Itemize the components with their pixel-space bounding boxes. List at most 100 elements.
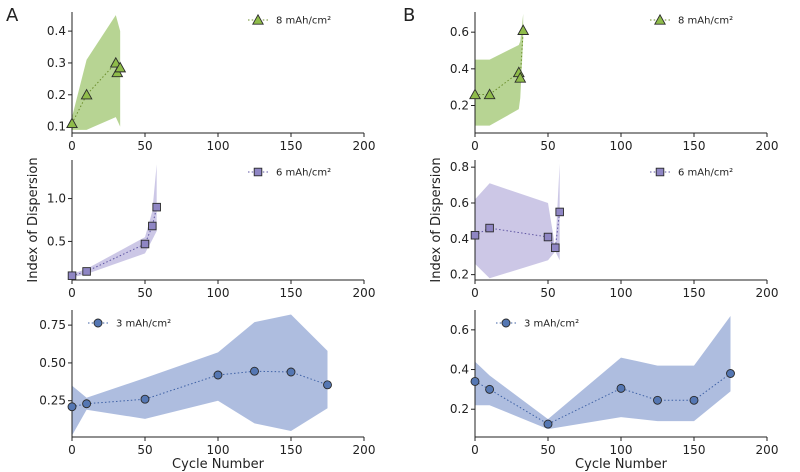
y-tick-label: 0.5	[47, 234, 66, 248]
dispersion-band	[72, 15, 121, 130]
data-point	[551, 243, 560, 253]
data-point	[140, 239, 150, 249]
x-tick-label: 100	[610, 139, 633, 153]
dispersion-band	[72, 164, 157, 278]
legend-marker	[654, 13, 666, 25]
legend: 6 mAh/cm²	[248, 168, 331, 179]
y-tick-label: 0.6	[450, 196, 469, 210]
x-axis-title: Cycle Number	[575, 457, 668, 472]
panel-b-bot: 0 50 100 150 200 0.2 0.4 0.6 3 mAh/cm² Cycle Numb…	[450, 310, 778, 472]
dispersion-band	[475, 13, 524, 126]
x-tick-label: 50	[137, 286, 152, 300]
data-point	[689, 395, 699, 405]
data-point	[82, 267, 91, 276]
data-point	[555, 207, 564, 217]
legend-label: 8 mAh/cm²	[678, 16, 733, 27]
legend-marker	[93, 318, 103, 328]
y-tick-label: 0.1	[47, 120, 66, 134]
legend-marker	[253, 167, 263, 177]
y-tick-label: 0.2	[47, 88, 66, 102]
x-tick-label: 200	[353, 286, 376, 300]
y-tick-label: 0.25	[39, 394, 66, 408]
legend-label: 3 mAh/cm²	[524, 319, 579, 330]
data-point	[82, 399, 92, 409]
x-tick-label: 150	[280, 139, 303, 153]
panel-b-mid: 0 50 100 150 200 0.2 0.4 0.6 0.8 6 mAh/cm²	[450, 160, 779, 300]
x-tick-label: 0	[471, 286, 479, 300]
data-point	[543, 232, 553, 242]
panel-b-top: 0 50 100 150 200 0.2 0.4 0.6 8 mAh/cm²	[450, 12, 779, 153]
y-tick-label: 0.2	[450, 402, 469, 416]
x-tick-label: 100	[610, 286, 633, 300]
data-point	[483, 88, 496, 100]
data-point	[213, 370, 223, 380]
data-point	[109, 56, 122, 68]
legend-label: 6 mAh/cm²	[276, 168, 331, 179]
legend: 3 mAh/cm²	[88, 319, 171, 330]
y-tick-label: 0.4	[450, 232, 469, 246]
dispersion-band	[475, 315, 731, 430]
x-tick-label: 200	[353, 139, 376, 153]
legend: 8 mAh/cm²	[650, 13, 733, 27]
data-point	[148, 221, 157, 231]
x-tick-label: 150	[683, 286, 706, 300]
x-tick-label: 0	[471, 139, 479, 153]
x-tick-label: 0	[68, 139, 76, 153]
x-tick-label: 50	[540, 286, 555, 300]
y-tick-label: 0.50	[39, 356, 66, 370]
panel-letter-a: A	[6, 5, 19, 26]
dispersion-band	[475, 163, 560, 279]
x-tick-label: 150	[683, 139, 706, 153]
y-tick-label: 0.4	[450, 62, 469, 76]
data-point	[323, 380, 332, 390]
y-tick-label: 0.8	[450, 160, 469, 174]
y-tick-label: 0.4	[47, 24, 66, 38]
legend-label: 8 mAh/cm²	[276, 16, 331, 27]
y-tick-label: 0.2	[450, 268, 469, 282]
data-point	[140, 394, 150, 404]
x-tick-label: 50	[137, 443, 152, 457]
data-point	[66, 117, 78, 129]
data-point	[726, 369, 735, 378]
data-point	[114, 61, 127, 73]
x-tick-label: 150	[280, 286, 303, 300]
y-tick-label: 1.0	[47, 192, 66, 206]
x-tick-label: 50	[540, 443, 555, 457]
x-tick-label: 100	[207, 443, 230, 457]
x-tick-label: 200	[756, 139, 779, 153]
data-point	[152, 202, 161, 212]
legend-marker	[655, 167, 665, 177]
data-point	[250, 366, 259, 376]
x-axis-title: Cycle Number	[172, 457, 265, 472]
data-point	[286, 367, 296, 377]
legend: 6 mAh/cm²	[650, 168, 733, 179]
data-point	[67, 402, 77, 412]
legend-label: 3 mAh/cm²	[116, 319, 171, 330]
x-tick-label: 100	[207, 139, 230, 153]
x-tick-label: 50	[540, 139, 555, 153]
data-point	[543, 419, 553, 429]
ylabel-right: Index of Dispersion	[429, 157, 444, 282]
legend: 3 mAh/cm²	[496, 319, 579, 330]
x-tick-label: 0	[471, 443, 479, 457]
panel-a-mid: 0 50 100 150 200 0.5 1.0 6 mAh/cm²	[47, 160, 376, 300]
x-tick-label: 0	[68, 443, 76, 457]
data-point	[470, 376, 480, 386]
data-point	[653, 395, 662, 405]
panel-letter-b: B	[403, 5, 415, 26]
x-tick-label: 100	[207, 286, 230, 300]
x-tick-label: 200	[756, 286, 779, 300]
y-tick-label: 0.6	[450, 25, 469, 39]
data-point	[470, 230, 480, 240]
panel-a-bot: 0 50 100 150 200 0.25 0.50 0.75 3 mAh/cm² Cycle N…	[39, 310, 375, 472]
data-point	[616, 383, 626, 393]
y-tick-label: 0.75	[39, 318, 66, 332]
ylabel-left: Index of Dispersion	[26, 157, 41, 282]
legend-label: 6 mAh/cm²	[678, 168, 733, 179]
x-tick-label: 150	[280, 443, 303, 457]
legend: 8 mAh/cm²	[248, 13, 331, 27]
x-tick-label: 50	[137, 139, 152, 153]
data-point	[514, 71, 527, 83]
